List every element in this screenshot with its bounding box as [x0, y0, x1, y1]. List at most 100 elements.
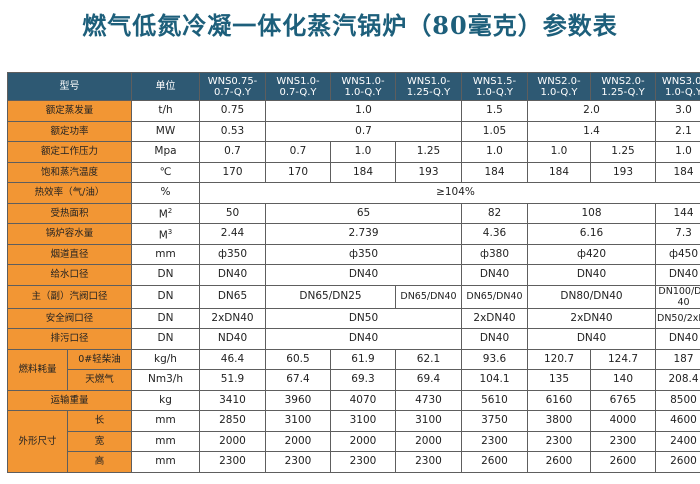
- value-cell: 1.4: [527, 120, 656, 142]
- table-row: 饱和蒸汽温度 ℃ 170 170 184 193 184 184 193 184: [7, 161, 700, 183]
- row-label: 热效率（气/油）: [7, 182, 132, 204]
- value-cell: 3750: [461, 410, 528, 432]
- value-cell: 2300: [265, 451, 331, 473]
- value-cell: DN40: [461, 264, 528, 286]
- table-row: 额定工作压力 Mpa 0.7 0.7 1.0 1.25 1.0 1.0 1.25…: [7, 141, 700, 163]
- value-cell: 193: [590, 161, 656, 183]
- value-cell: 7.3: [655, 223, 700, 245]
- value-cell: 65: [265, 202, 462, 224]
- value-cell: DN40: [655, 328, 700, 350]
- value-cell: 2300: [395, 451, 462, 473]
- row-label: 外形尺寸: [7, 410, 68, 473]
- value-cell: 2000: [199, 430, 266, 452]
- value-cell: 1.25: [395, 141, 462, 163]
- model-header: WNS1.0- 1.0-Q.Y: [330, 72, 396, 101]
- sub-label: 天燃气: [67, 369, 132, 391]
- value-cell: 187: [655, 348, 700, 370]
- value-cell: 208.4: [655, 369, 700, 391]
- value-cell: 3410: [199, 389, 266, 411]
- value-cell: 1.25: [590, 141, 656, 163]
- value-cell: 3100: [395, 410, 462, 432]
- value-cell: 144: [655, 202, 700, 224]
- value-cell: DN40: [461, 328, 528, 350]
- value-cell: 2300: [199, 451, 266, 473]
- table-row: 宽 mm 2000 2000 2000 2000 2300 2300 2300 …: [8, 430, 700, 452]
- value-cell: 2.739: [265, 223, 462, 245]
- value-cell: 104.1: [461, 369, 528, 391]
- row-label: 锅炉容水量: [7, 223, 132, 245]
- value-cell: 0.53: [199, 120, 266, 142]
- value-cell: DN50: [265, 307, 462, 329]
- value-cell: 69.3: [330, 369, 396, 391]
- value-cell: 69.4: [395, 369, 462, 391]
- unit-cell: M2: [131, 202, 200, 224]
- value-cell: 2600: [590, 451, 656, 473]
- value-cell: 4.36: [461, 223, 528, 245]
- table-row: 运输重量 kg 3410 3960 4070 4730 5610 6160 67…: [7, 389, 700, 411]
- value-cell: 3100: [330, 410, 396, 432]
- table-row: 高 mm 2300 2300 2300 2300 2600 2600 2600 …: [8, 451, 700, 473]
- value-cell: 120.7: [527, 348, 591, 370]
- value-cell: 2000: [330, 430, 396, 452]
- value-cell: 6765: [590, 389, 656, 411]
- table-row: 锅炉容水量 M3 2.44 2.739 4.36 6.16 7.3: [7, 223, 700, 245]
- value-cell: 4730: [395, 389, 462, 411]
- value-cell: 184: [461, 161, 528, 183]
- value-cell: DN65: [199, 284, 266, 309]
- value-cell: 3.0: [655, 100, 700, 122]
- table-row: 给水口径 DN DN40 DN40 DN40 DN40 DN40: [7, 264, 700, 286]
- value-cell: 0.7: [265, 120, 462, 142]
- value-cell: 140: [590, 369, 656, 391]
- table-row: 主（副）汽阀口径 DN DN65 DN65/DN25 DN65/DN40 DN6…: [7, 284, 700, 309]
- value-cell: 184: [330, 161, 396, 183]
- value-cell: 2300: [590, 430, 656, 452]
- row-label: 燃料耗量: [7, 348, 68, 391]
- row-label: 额定工作压力: [7, 141, 132, 163]
- sub-label: 高: [67, 451, 132, 473]
- model-header: WNS3.0-1.0-Q.Y: [655, 72, 700, 101]
- unit-cell: mm: [131, 430, 200, 452]
- unit-cell: t/h: [131, 100, 200, 122]
- value-cell: ф350: [199, 243, 266, 265]
- header-unit: 单位: [131, 72, 200, 101]
- value-cell: 6160: [527, 389, 591, 411]
- value-cell: 184: [655, 161, 700, 183]
- value-cell: 2850: [199, 410, 266, 432]
- table-row: 天燃气 Nm3/h 51.9 67.4 69.3 69.4 104.1 135 …: [8, 369, 700, 391]
- value-cell: ф450: [655, 243, 700, 265]
- value-cell: 170: [199, 161, 266, 183]
- value-cell: ф380: [461, 243, 528, 265]
- table-row: 烟道直径 mm ф350 ф350 ф380 ф420 ф450: [7, 243, 700, 265]
- row-label: 额定蒸发量: [7, 100, 132, 122]
- sub-label: 长: [67, 410, 132, 432]
- unit-cell: DN: [131, 307, 200, 329]
- value-cell: 124.7: [590, 348, 656, 370]
- unit-cell: DN: [131, 264, 200, 286]
- value-cell: 67.4: [265, 369, 331, 391]
- row-label: 饱和蒸汽温度: [7, 161, 132, 183]
- value-cell: ф420: [527, 243, 656, 265]
- value-cell: ND40: [199, 328, 266, 350]
- model-header: WNS1.0- 1.25-Q.Y: [395, 72, 462, 101]
- model-header: WNS2.0- 1.0-Q.Y: [527, 72, 591, 101]
- value-cell: 61.9: [330, 348, 396, 370]
- value-cell: ≥104%: [199, 182, 700, 204]
- row-label: 给水口径: [7, 264, 132, 286]
- value-cell: 1.05: [461, 120, 528, 142]
- value-cell: 2.44: [199, 223, 266, 245]
- value-cell: 1.0: [330, 141, 396, 163]
- table-row: 安全阀口径 DN 2xDN40 DN50 2xDN40 2xDN40 DN50/…: [7, 307, 700, 329]
- header-row: 型号 单位 WNS0.75- 0.7-Q.Y WNS1.0- 0.7-Q.Y WNS…: [7, 72, 700, 101]
- unit-cell: DN: [131, 284, 200, 309]
- value-cell: 4600: [655, 410, 700, 432]
- value-cell: 2300: [330, 451, 396, 473]
- unit-cell: mm: [131, 243, 200, 265]
- value-cell: 3100: [265, 410, 331, 432]
- row-label: 主（副）汽阀口径: [7, 284, 132, 309]
- value-cell: 4070: [330, 389, 396, 411]
- page-title: 燃气低氮冷凝一体化蒸汽锅炉（80毫克）参数表: [82, 11, 618, 40]
- value-cell: 2xDN40: [199, 307, 266, 329]
- model-header: WNS1.5- 1.0-Q.Y: [461, 72, 528, 101]
- unit-cell: M3: [131, 223, 200, 245]
- table-row: 外形尺寸 长 mm 2850 3100 3100 3100 3750 3800 …: [7, 410, 700, 473]
